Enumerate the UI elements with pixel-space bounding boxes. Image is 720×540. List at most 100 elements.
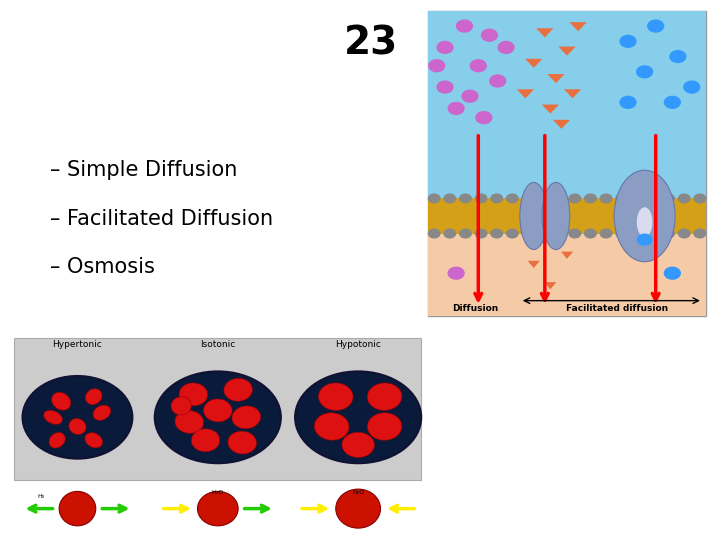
Ellipse shape: [59, 491, 96, 526]
Text: Hypertonic: Hypertonic: [53, 340, 102, 349]
Polygon shape: [561, 252, 573, 259]
Ellipse shape: [295, 372, 421, 463]
Text: Isotonic: Isotonic: [200, 340, 235, 349]
Polygon shape: [541, 105, 559, 113]
Circle shape: [507, 229, 518, 238]
Text: Hypotonic: Hypotonic: [336, 340, 381, 349]
Circle shape: [428, 229, 440, 238]
Circle shape: [459, 229, 471, 238]
Circle shape: [490, 75, 505, 87]
Circle shape: [616, 194, 627, 202]
Polygon shape: [564, 89, 581, 98]
Circle shape: [585, 229, 596, 238]
Text: H₂O: H₂O: [352, 490, 364, 495]
Ellipse shape: [224, 379, 253, 401]
Circle shape: [498, 42, 514, 53]
Ellipse shape: [44, 410, 63, 424]
Ellipse shape: [520, 183, 548, 249]
Circle shape: [665, 96, 680, 108]
Circle shape: [678, 194, 690, 202]
Ellipse shape: [69, 418, 86, 435]
Text: Diffusion: Diffusion: [452, 304, 499, 313]
Ellipse shape: [197, 491, 238, 526]
Circle shape: [470, 60, 486, 72]
Circle shape: [437, 42, 453, 53]
Ellipse shape: [93, 405, 111, 420]
Circle shape: [444, 229, 456, 238]
Circle shape: [456, 20, 472, 32]
Text: Facilitated diffusion: Facilitated diffusion: [566, 304, 668, 313]
Polygon shape: [570, 22, 587, 31]
Ellipse shape: [367, 383, 402, 410]
Text: – Simple Diffusion: – Simple Diffusion: [50, 160, 238, 180]
Ellipse shape: [614, 170, 675, 262]
Text: H₂O: H₂O: [212, 490, 224, 495]
Polygon shape: [517, 89, 534, 98]
Ellipse shape: [336, 489, 380, 528]
Circle shape: [684, 81, 700, 93]
Circle shape: [437, 81, 453, 93]
Circle shape: [522, 194, 534, 202]
Ellipse shape: [155, 372, 281, 463]
Ellipse shape: [315, 413, 349, 440]
Circle shape: [475, 194, 487, 202]
Circle shape: [569, 229, 580, 238]
Ellipse shape: [204, 399, 232, 422]
Polygon shape: [525, 59, 542, 68]
Ellipse shape: [542, 183, 570, 249]
Ellipse shape: [85, 433, 102, 448]
Circle shape: [631, 229, 643, 238]
Ellipse shape: [367, 413, 402, 440]
Circle shape: [648, 20, 664, 32]
Circle shape: [665, 267, 680, 279]
Ellipse shape: [49, 433, 66, 448]
Ellipse shape: [86, 389, 102, 404]
Circle shape: [678, 229, 690, 238]
Circle shape: [694, 194, 706, 202]
Polygon shape: [528, 261, 540, 268]
Bar: [428, 233, 706, 316]
Circle shape: [444, 194, 456, 202]
Circle shape: [620, 36, 636, 47]
Bar: [14, 338, 421, 480]
Circle shape: [663, 229, 675, 238]
Circle shape: [620, 96, 636, 108]
Polygon shape: [553, 120, 570, 129]
Bar: [428, 198, 706, 233]
Ellipse shape: [22, 376, 132, 458]
Circle shape: [482, 29, 498, 41]
Ellipse shape: [192, 429, 220, 452]
Circle shape: [637, 234, 652, 245]
Circle shape: [670, 51, 685, 63]
Circle shape: [428, 194, 440, 202]
Circle shape: [522, 229, 534, 238]
Circle shape: [631, 194, 643, 202]
Ellipse shape: [318, 383, 353, 410]
Text: – Osmosis: – Osmosis: [50, 257, 156, 278]
Circle shape: [647, 229, 659, 238]
Bar: [428, 11, 706, 200]
Circle shape: [636, 66, 652, 78]
Circle shape: [491, 229, 503, 238]
Circle shape: [663, 194, 675, 202]
Polygon shape: [536, 28, 554, 37]
Circle shape: [507, 194, 518, 202]
Circle shape: [554, 229, 565, 238]
Circle shape: [429, 60, 445, 72]
Circle shape: [475, 229, 487, 238]
Text: – Facilitated Diffusion: – Facilitated Diffusion: [50, 208, 274, 229]
Circle shape: [462, 90, 478, 102]
Circle shape: [616, 229, 627, 238]
Circle shape: [600, 194, 612, 202]
Ellipse shape: [179, 383, 207, 406]
Circle shape: [476, 112, 492, 124]
Circle shape: [585, 194, 596, 202]
Ellipse shape: [228, 431, 256, 454]
Circle shape: [538, 229, 549, 238]
Ellipse shape: [232, 406, 261, 429]
Circle shape: [459, 194, 471, 202]
Ellipse shape: [342, 432, 374, 457]
Circle shape: [569, 194, 580, 202]
Circle shape: [538, 194, 549, 202]
Circle shape: [448, 267, 464, 279]
